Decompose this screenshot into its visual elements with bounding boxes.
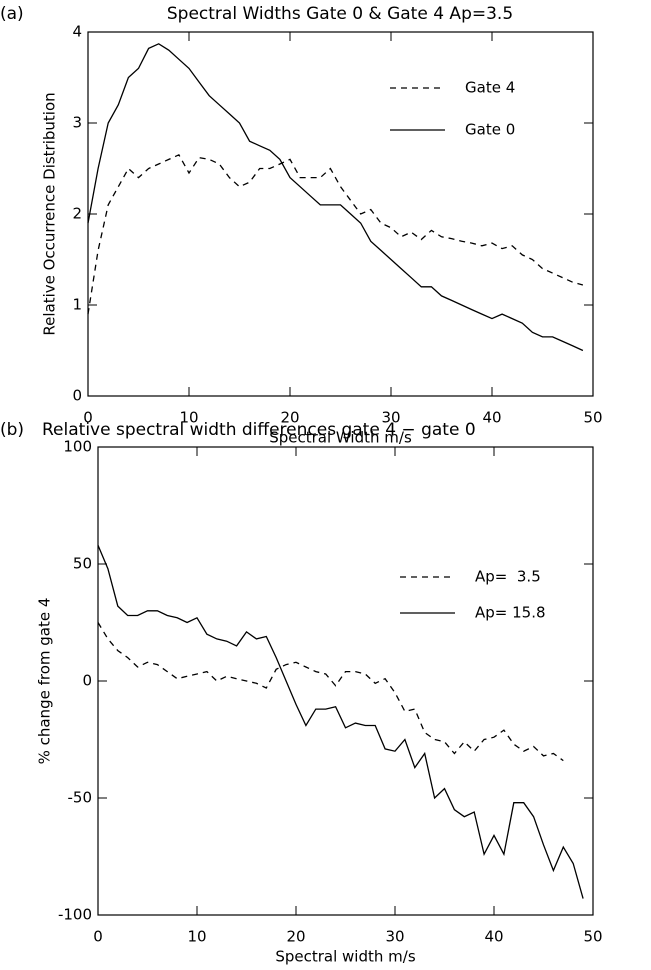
x-tick-label: 50 (583, 928, 602, 946)
y-tick-label: 1 (72, 296, 82, 314)
x-tick-label: 0 (83, 409, 93, 427)
x-tick-label: 10 (187, 928, 206, 946)
plot-frame (87, 31, 594, 397)
y-tick-label: -100 (58, 906, 92, 924)
legend-label: Gate 0 (465, 121, 515, 139)
data-line (87, 43, 584, 352)
y-tick-label: 2 (72, 205, 82, 223)
chart-title: Spectral Widths Gate 0 & Gate 4 Ap=3.5 (167, 4, 513, 24)
data-line (97, 545, 584, 899)
y-tick-label: 3 (72, 114, 82, 132)
x-axis-label: Spectral width m/s (275, 948, 415, 966)
legend-label: Ap= 3.5 (475, 568, 541, 586)
data-line (87, 153, 584, 315)
y-tick-label: 50 (73, 555, 92, 573)
y-tick-label: 0 (72, 387, 82, 405)
data-line (97, 622, 564, 762)
x-tick-label: 10 (179, 409, 198, 427)
x-tick-label: 30 (381, 409, 400, 427)
x-tick-label: 40 (482, 409, 501, 427)
plot-frame (97, 446, 594, 916)
y-tick-label: 100 (63, 438, 92, 456)
x-tick-label: 20 (286, 928, 305, 946)
legend-label: Gate 4 (465, 79, 515, 97)
legend-label: Ap= 15.8 (475, 604, 546, 622)
y-tick-label: 4 (72, 23, 82, 41)
x-tick-label: 40 (484, 928, 503, 946)
x-tick-label: 50 (583, 409, 602, 427)
x-axis-label: Spectral Width m/s (269, 429, 412, 447)
x-tick-label: 30 (385, 928, 404, 946)
y-axis-label: % change from gate 4 (36, 598, 54, 765)
panel-label: (b) (0, 420, 24, 440)
y-tick-label: 0 (82, 672, 92, 690)
x-tick-label: 20 (280, 409, 299, 427)
chart-title: Relative spectral width differences gate… (42, 420, 476, 440)
y-axis-label: Relative Occurrence Distribution (41, 92, 59, 335)
x-tick-label: 0 (93, 928, 103, 946)
panel-label: (a) (0, 4, 24, 24)
y-tick-label: -50 (68, 789, 93, 807)
